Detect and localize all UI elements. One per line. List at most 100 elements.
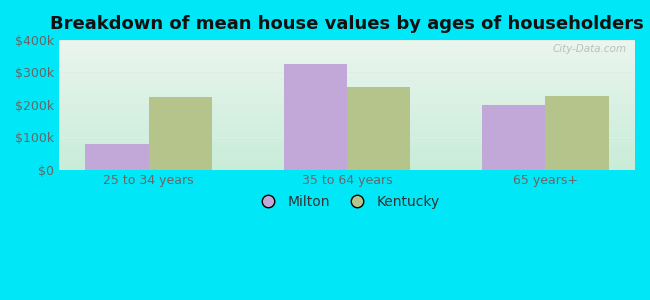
Bar	[59, 101, 635, 102]
Bar	[59, 91, 635, 92]
Bar	[59, 94, 635, 95]
Bar	[59, 53, 635, 54]
Bar	[59, 147, 635, 148]
Bar	[59, 96, 635, 97]
Bar	[59, 156, 635, 157]
Bar	[59, 56, 635, 57]
Bar	[59, 108, 635, 109]
Bar	[59, 155, 635, 156]
Bar	[59, 145, 635, 146]
Bar	[59, 42, 635, 43]
Bar	[283, 64, 347, 170]
Bar	[59, 164, 635, 165]
Bar	[59, 127, 635, 128]
Bar	[59, 160, 635, 161]
Bar	[59, 124, 635, 125]
Bar	[59, 128, 635, 129]
Bar	[59, 41, 635, 42]
Bar	[59, 158, 635, 159]
Bar	[59, 146, 635, 147]
Bar	[59, 135, 635, 136]
Bar	[59, 131, 635, 132]
Bar	[59, 80, 635, 81]
Bar	[59, 111, 635, 112]
Bar	[59, 82, 635, 83]
Bar	[59, 167, 635, 168]
Bar	[59, 44, 635, 45]
Bar	[59, 121, 635, 122]
Bar	[59, 104, 635, 105]
Bar	[59, 140, 635, 141]
Bar	[59, 116, 635, 117]
Bar	[59, 100, 635, 101]
Bar	[59, 61, 635, 62]
Bar	[482, 105, 545, 170]
Bar	[59, 65, 635, 66]
Bar	[59, 51, 635, 52]
Bar	[59, 76, 635, 77]
Bar	[59, 133, 635, 134]
Bar	[59, 107, 635, 108]
Bar	[59, 84, 635, 85]
Bar	[59, 132, 635, 133]
Bar	[59, 162, 635, 163]
Bar	[59, 50, 635, 51]
Bar	[59, 93, 635, 94]
Bar	[59, 141, 635, 142]
Bar	[59, 75, 635, 76]
Bar	[347, 87, 410, 170]
Bar	[59, 62, 635, 63]
Bar	[59, 125, 635, 126]
Bar	[59, 54, 635, 55]
Bar	[59, 47, 635, 48]
Legend: Milton, Kentucky: Milton, Kentucky	[248, 189, 446, 214]
Bar	[59, 69, 635, 70]
Bar	[59, 163, 635, 164]
Bar	[59, 126, 635, 127]
Bar	[59, 89, 635, 90]
Bar	[59, 68, 635, 69]
Bar	[59, 48, 635, 49]
Bar	[59, 98, 635, 99]
Bar	[59, 115, 635, 116]
Bar	[59, 99, 635, 100]
Bar	[59, 129, 635, 130]
Bar	[59, 168, 635, 169]
Bar	[59, 159, 635, 160]
Bar	[59, 103, 635, 104]
Bar	[59, 112, 635, 113]
Bar	[59, 57, 635, 58]
Bar	[59, 46, 635, 47]
Bar	[59, 77, 635, 78]
Bar	[85, 144, 149, 169]
Bar	[59, 120, 635, 121]
Bar	[59, 87, 635, 88]
Bar	[59, 45, 635, 46]
Bar	[59, 137, 635, 138]
Bar	[59, 58, 635, 59]
Bar	[59, 150, 635, 151]
Text: City-Data.com: City-Data.com	[552, 44, 627, 54]
Bar	[59, 74, 635, 75]
Bar	[545, 96, 609, 170]
Bar	[59, 123, 635, 124]
Bar	[59, 113, 635, 114]
Bar	[59, 144, 635, 145]
Bar	[59, 52, 635, 53]
Bar	[59, 88, 635, 89]
Bar	[59, 43, 635, 44]
Bar	[59, 134, 635, 135]
Bar	[59, 63, 635, 64]
Bar	[59, 83, 635, 84]
Bar	[59, 97, 635, 98]
Bar	[59, 95, 635, 96]
Bar	[59, 49, 635, 50]
Bar	[59, 60, 635, 61]
Bar	[59, 70, 635, 71]
Bar	[59, 67, 635, 68]
Bar	[59, 114, 635, 115]
Bar	[59, 72, 635, 73]
Bar	[59, 154, 635, 155]
Bar	[59, 71, 635, 72]
Bar	[59, 40, 635, 41]
